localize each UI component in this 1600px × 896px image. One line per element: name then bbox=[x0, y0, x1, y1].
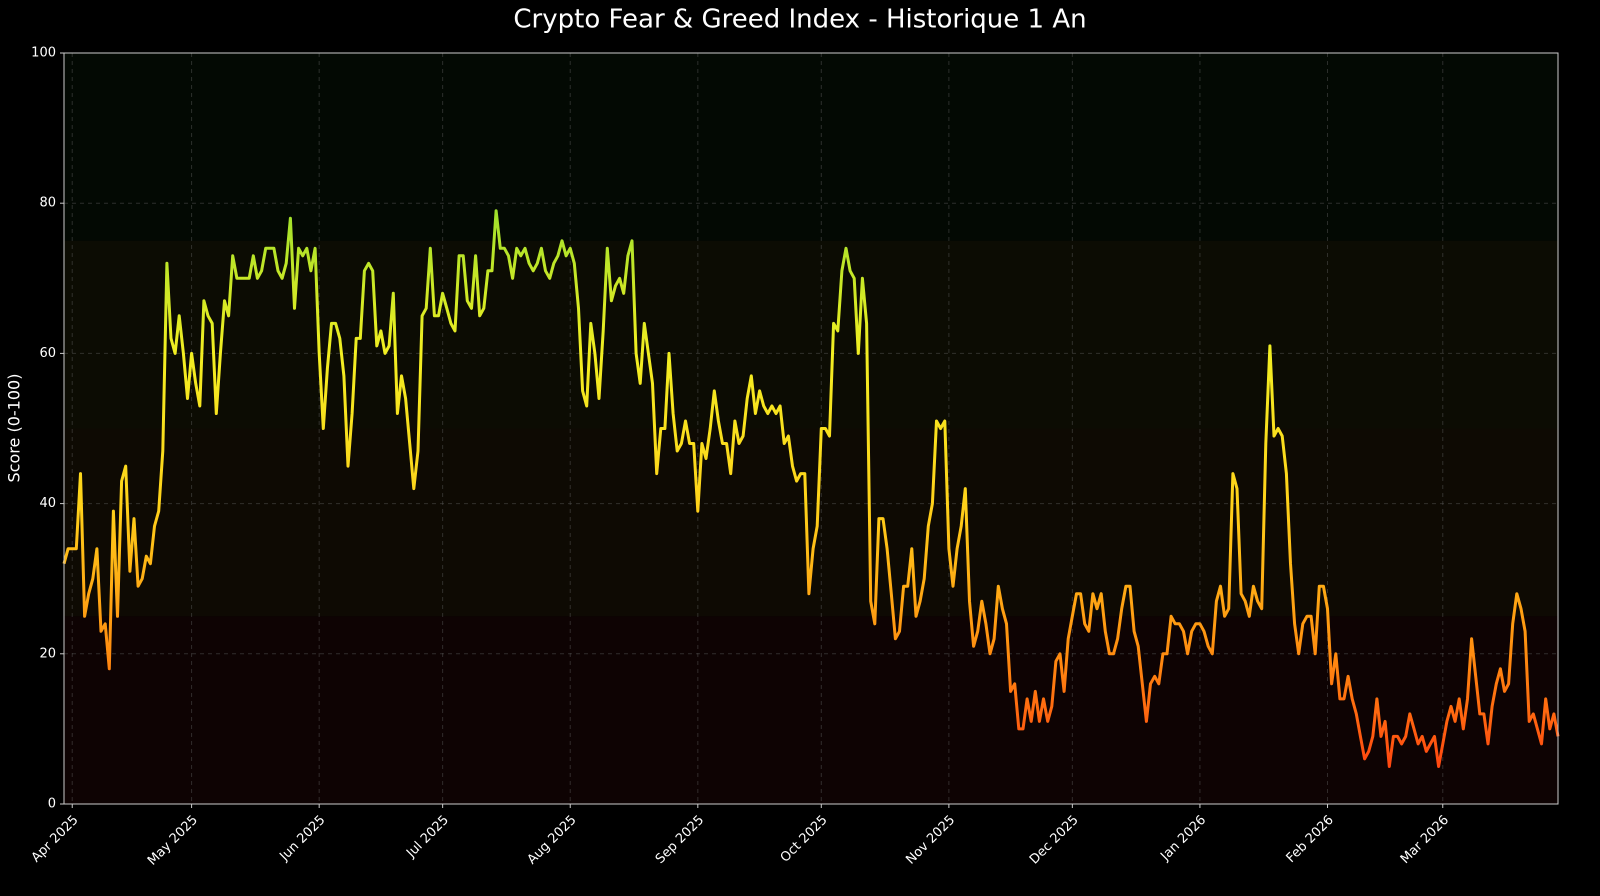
plot-frame bbox=[63, 52, 1559, 805]
x-tick-label: Sep 2025 bbox=[653, 813, 707, 867]
x-tick-label: Mar 2026 bbox=[1398, 813, 1452, 867]
y-tick-label: 80 bbox=[39, 196, 56, 211]
x-tick-label: Dec 2025 bbox=[1027, 813, 1082, 868]
zone bbox=[64, 53, 1558, 241]
x-tick-label: Jun 2025 bbox=[276, 813, 328, 865]
y-tick-label: 40 bbox=[39, 496, 56, 511]
x-tick-label: Jul 2025 bbox=[403, 813, 452, 862]
x-tick-label: Aug 2025 bbox=[525, 813, 580, 868]
x-tick-label: May 2025 bbox=[145, 813, 201, 869]
zone bbox=[64, 428, 1558, 617]
y-axis-label: Score (0-100) bbox=[5, 374, 24, 483]
zone bbox=[64, 616, 1558, 804]
chart-title: Crypto Fear & Greed Index - Historique 1… bbox=[513, 5, 1086, 35]
y-tick-label: 0 bbox=[48, 797, 56, 812]
x-tick-label: Feb 2026 bbox=[1284, 813, 1337, 866]
y-tick-label: 20 bbox=[39, 646, 56, 661]
x-tick-label: Oct 2025 bbox=[778, 813, 831, 866]
zone bbox=[64, 240, 1558, 429]
data-line bbox=[62, 209, 1560, 768]
x-tick-label: Jan 2026 bbox=[1157, 813, 1209, 865]
x-tick-label: Apr 2025 bbox=[29, 813, 82, 866]
y-tick-label: 100 bbox=[31, 46, 56, 61]
y-tick-label: 60 bbox=[39, 346, 56, 361]
x-tick-label: Nov 2025 bbox=[903, 813, 958, 868]
